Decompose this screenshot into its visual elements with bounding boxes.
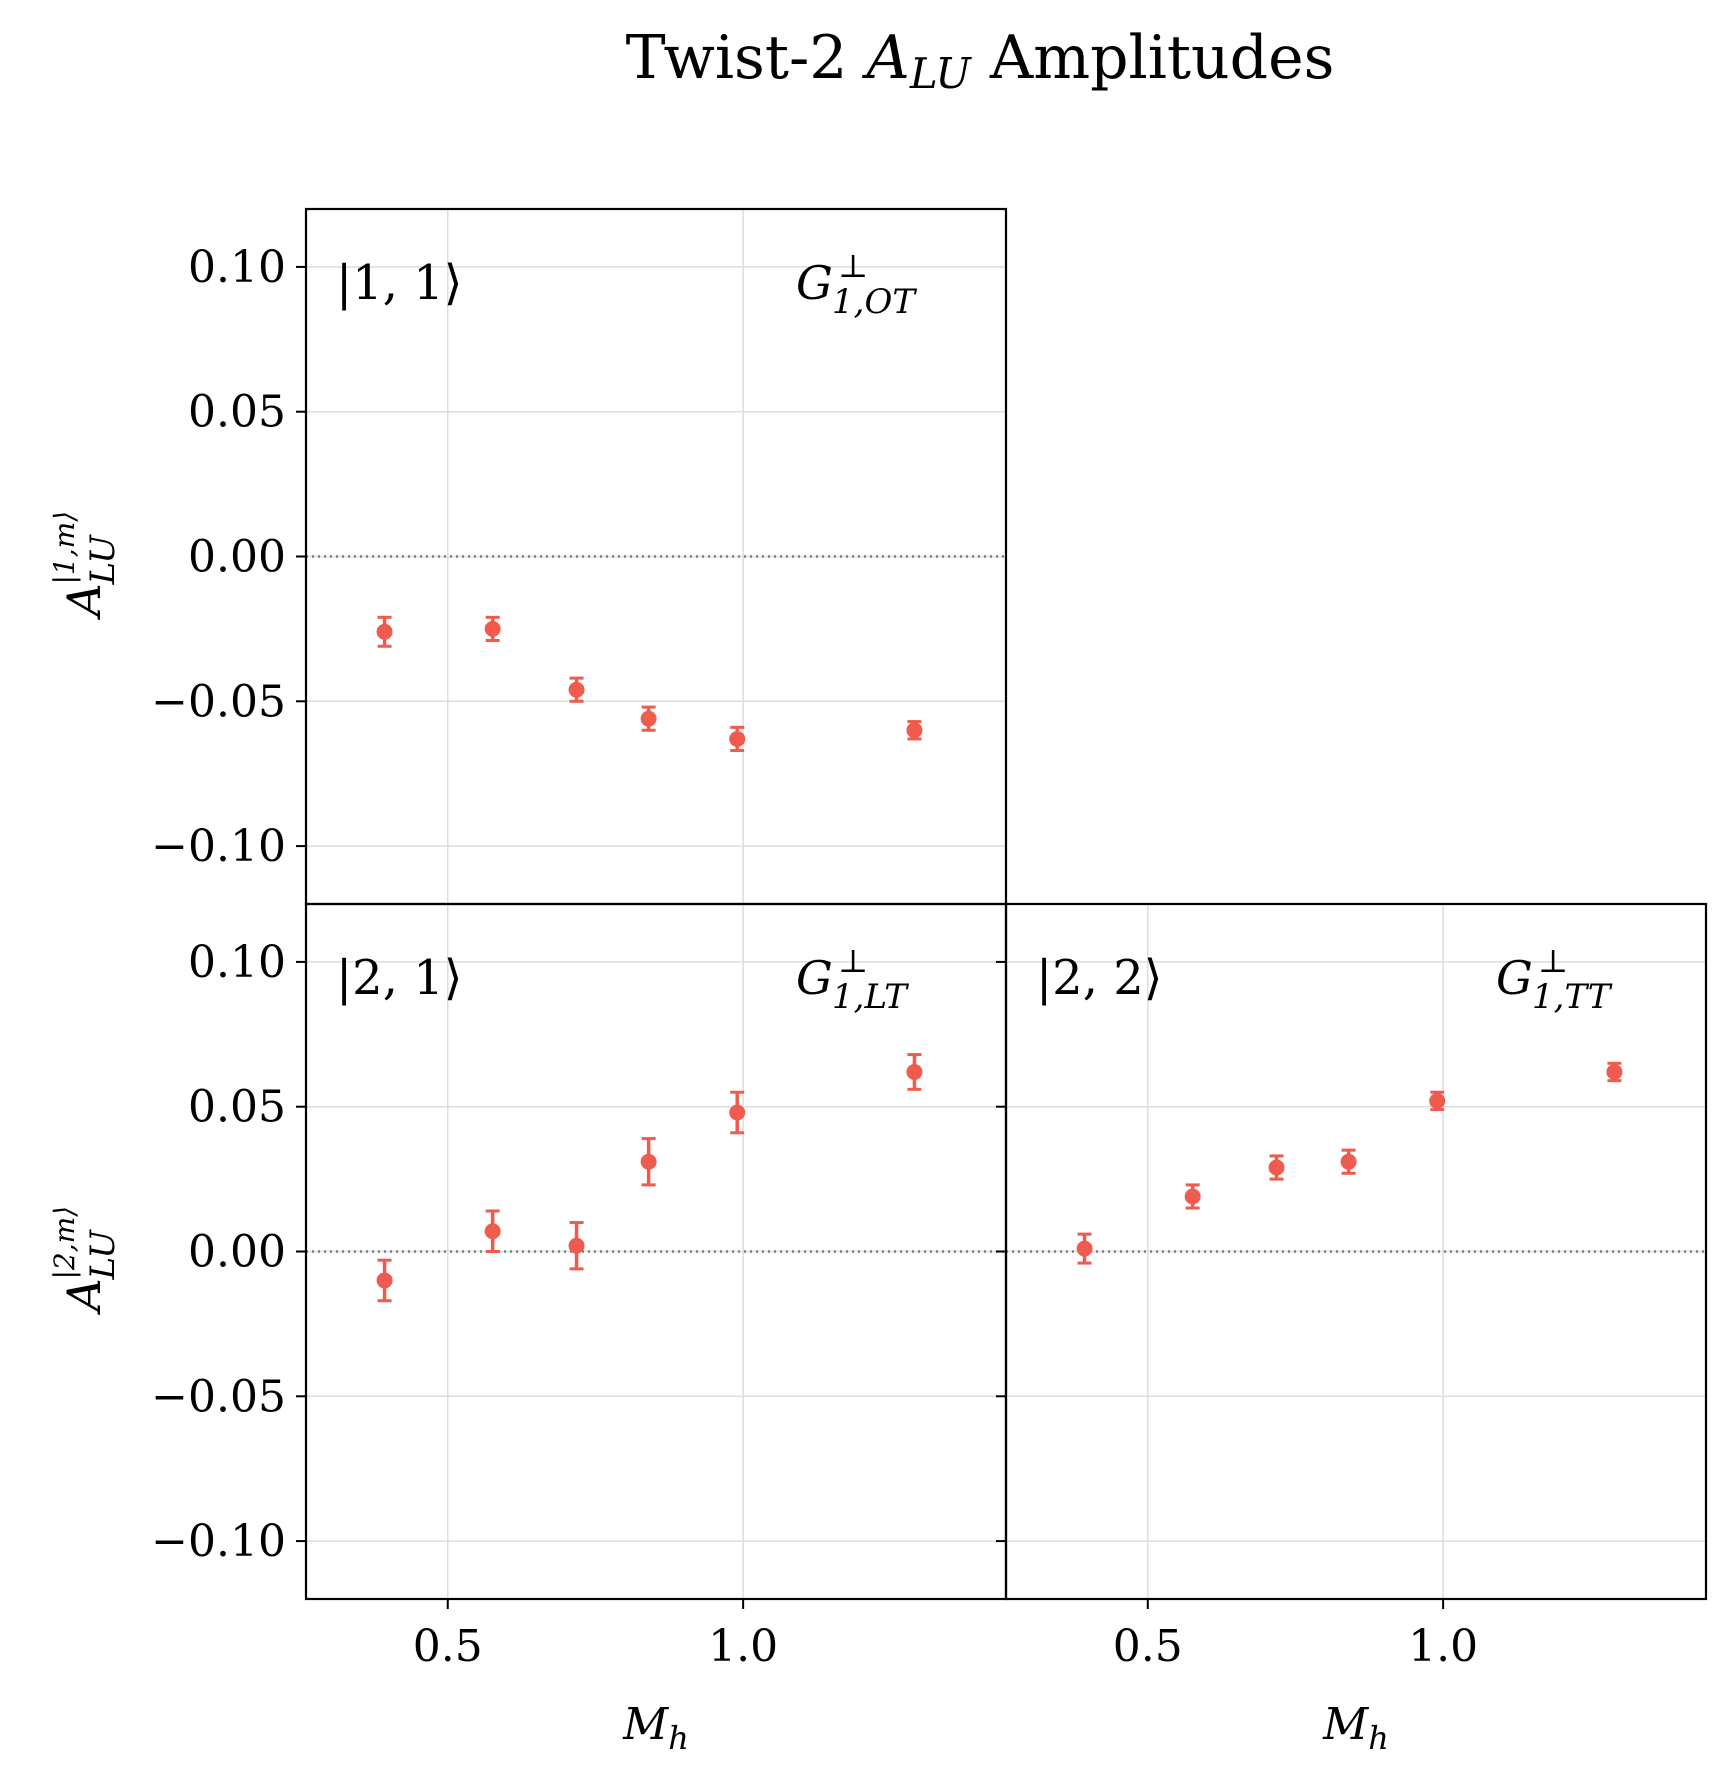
y-axis-title-sym: A	[57, 1278, 111, 1315]
data-point	[729, 730, 746, 747]
data-point	[484, 620, 501, 637]
panel-1: 0.10 0.05 0.00 −0.05 −0.10 0.5 1.0 Mh |2, 1⟩ G ⊥1,…	[151, 902, 1008, 1757]
y-tick-label: −0.05	[151, 676, 286, 727]
function-label-sup: ⊥	[838, 247, 868, 285]
data-point	[484, 1223, 501, 1240]
y-axis-title-sup: |1,m⟩	[48, 511, 81, 585]
y-tick-label: 0.10	[188, 937, 286, 988]
x-axis-title-sub: h	[668, 1719, 689, 1757]
data-point	[1429, 1092, 1446, 1109]
data-point	[568, 681, 585, 698]
data-point	[729, 1104, 746, 1121]
data-point	[568, 1237, 585, 1254]
panel-2: 0.5 1.0 Mh |2, 2⟩ G ⊥1,TT	[996, 902, 1708, 1757]
panel-0: 0.10 0.05 0.00 −0.05 −0.10 |1, 1⟩ G ⊥1,OT	[151, 207, 1008, 906]
x-tick-label: 1.0	[1408, 1621, 1478, 1672]
y-axis-title-0: A|1,m⟩ LU	[48, 511, 123, 621]
x-tick-label: 0.5	[1113, 1621, 1183, 1672]
state-label: |1, 1⟩	[336, 255, 463, 311]
y-tick-label: 0.00	[188, 532, 286, 583]
x-axis-title: Mh	[622, 1699, 689, 1757]
y-axis-title-sup: |2,m⟩	[48, 1206, 81, 1280]
chart-title: Twist-2 ALU Amplitudes	[626, 23, 1335, 98]
state-label: |2, 1⟩	[336, 950, 463, 1006]
y-tick-label: −0.10	[151, 1516, 286, 1567]
data-point	[376, 623, 393, 640]
function-label-sym: G	[796, 256, 833, 310]
y-axis-title-sub: LU	[83, 534, 123, 586]
x-axis-title-sub: h	[1368, 1719, 1389, 1757]
data-point	[1184, 1188, 1201, 1205]
y-tick-label: 0.10	[188, 242, 286, 293]
x-tick-label: 1.0	[708, 1621, 778, 1672]
data-point	[640, 710, 657, 727]
function-label-sub: 1,OT	[832, 282, 917, 322]
chart-title-pre: Twist-2	[626, 23, 867, 93]
y-axis-title-sub: LU	[83, 1229, 123, 1281]
function-label-sub: 1,LT	[832, 977, 909, 1017]
y-tick-label: −0.05	[151, 1371, 286, 1422]
function-label-sym: G	[1496, 951, 1533, 1005]
panels-layer: 0.100.050.00−0.05−0.10|1, 1⟩ G ⊥1,OT0.100.…	[48, 207, 1708, 1757]
chart-title-sub: LU	[909, 49, 973, 98]
y-tick-label: 0.05	[188, 387, 286, 438]
state-label: |2, 2⟩	[1036, 950, 1163, 1006]
data-point	[640, 1153, 657, 1170]
y-tick-label: −0.10	[151, 821, 286, 872]
chart-title-post: Amplitudes	[971, 23, 1335, 93]
x-axis-title-sym: M	[1322, 1699, 1369, 1750]
x-axis-title: Mh	[1322, 1699, 1389, 1757]
data-point	[906, 722, 923, 739]
function-label-sup: ⊥	[1538, 942, 1568, 980]
chart-title-sym: A	[861, 23, 909, 93]
function-label-sup: ⊥	[838, 942, 868, 980]
panel-border	[1004, 902, 1708, 1601]
data-point	[1076, 1240, 1093, 1257]
function-label-sym: G	[796, 951, 833, 1005]
x-tick-label: 0.5	[413, 1621, 483, 1672]
y-axis-title-1: A|2,m⟩ LU	[48, 1206, 123, 1316]
data-point	[1606, 1063, 1623, 1080]
y-axis-title-sym: A	[57, 583, 111, 620]
function-label-sub: 1,TT	[1532, 977, 1613, 1017]
y-tick-label: 0.05	[188, 1082, 286, 1133]
y-tick-label: 0.00	[188, 1227, 286, 1278]
data-point	[376, 1272, 393, 1289]
data-point	[1340, 1153, 1357, 1170]
x-axis-title-sym: M	[622, 1699, 669, 1750]
data-point	[1268, 1159, 1285, 1176]
data-point	[906, 1063, 923, 1080]
